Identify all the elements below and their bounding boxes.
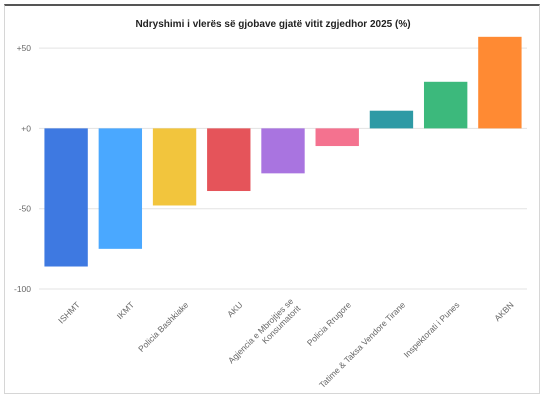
y-tick-label: -100 [14,284,31,294]
x-tick-label: IKMT [115,300,136,321]
x-tick-label: Policia Rrugore [305,300,353,348]
bar [478,36,522,129]
bar [369,110,414,129]
bar [207,128,251,192]
x-tick-label: Inspektorati i Punes [402,300,462,360]
bar [315,128,359,147]
y-tick-label: -50 [19,204,32,214]
x-tick-label: AKBN [492,300,515,323]
bar [98,128,143,249]
x-tick-label: ISHMT [56,300,82,326]
chart-title: Ndryshimi i vlerës së gjobave gjatë viti… [135,19,410,30]
chart-panel: Ndryshimi i vlerës së gjobave gjatë viti… [4,4,540,394]
bars [44,36,522,267]
bar-chart: Ndryshimi i vlerës së gjobave gjatë viti… [14,19,527,390]
bar [152,128,197,206]
y-tick-label: +0 [21,123,31,133]
x-tick-label: AKU [225,300,244,319]
bar [423,81,468,129]
y-axis-ticks: +50 +0 -50 -100 [14,43,31,294]
bar [261,128,305,174]
bar [44,128,88,267]
x-tick-label: Tatime & Taksa Vendore Tirane [317,300,407,390]
x-tick-label: Policia Bashkiake [136,300,190,354]
y-tick-label: +50 [17,43,32,53]
